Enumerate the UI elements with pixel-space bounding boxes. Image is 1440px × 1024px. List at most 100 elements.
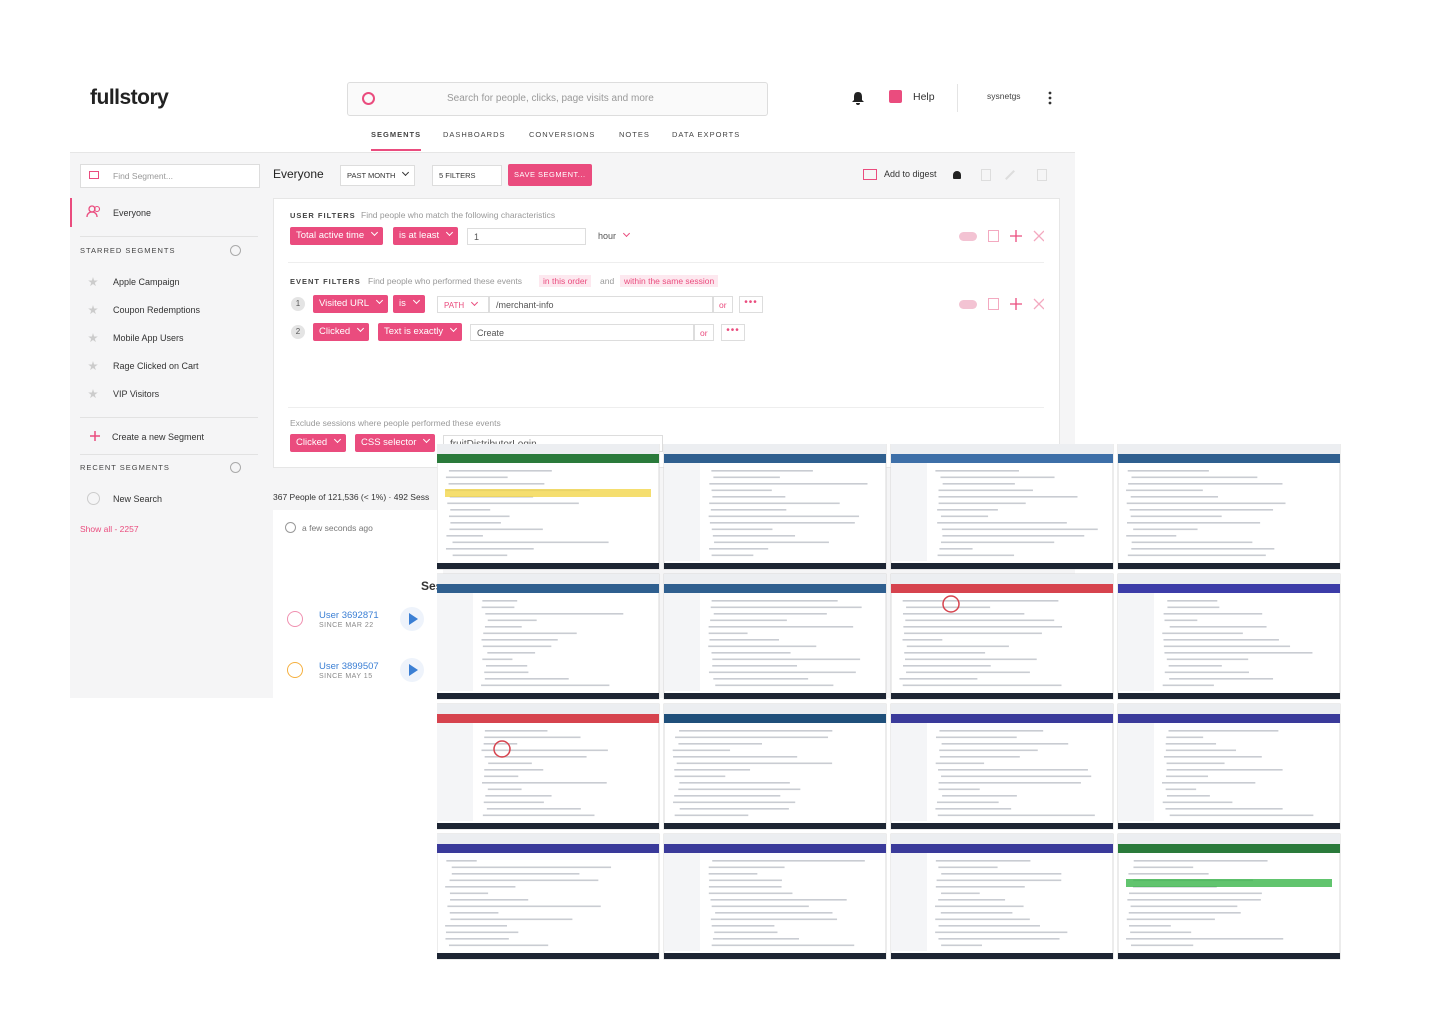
nav-tab[interactable]: DASHBOARDS bbox=[443, 130, 506, 139]
chevron bbox=[402, 168, 410, 177]
menu-icon[interactable] bbox=[1048, 91, 1052, 105]
segment-item[interactable]: Mobile App Users bbox=[113, 333, 184, 343]
more-button[interactable]: ••• bbox=[721, 324, 745, 341]
event-dropdown[interactable]: Visited URL bbox=[313, 295, 388, 313]
content-line bbox=[481, 606, 515, 609]
content-line bbox=[708, 671, 856, 674]
session-count: 492 Sess bbox=[393, 492, 430, 502]
field-dropdown[interactable]: Total active time bbox=[290, 227, 384, 245]
content-line bbox=[484, 730, 548, 732]
alert-icon bbox=[942, 595, 960, 613]
section-title: RECENT SEGMENTS bbox=[80, 463, 170, 472]
filter-title: EVENT FILTERS bbox=[290, 277, 361, 286]
duplicate-icon[interactable] bbox=[988, 298, 999, 310]
nav-tab[interactable]: DATA EXPORTS bbox=[672, 130, 741, 139]
segment-item[interactable]: Coupon Redemptions bbox=[113, 305, 201, 315]
segment-item[interactable]: Everyone bbox=[113, 208, 152, 218]
logo[interactable]: fullstory bbox=[90, 86, 169, 109]
toggle-switch[interactable] bbox=[959, 232, 977, 241]
add-remove-icons[interactable] bbox=[1010, 298, 1044, 310]
screenshot-thumbnail bbox=[1117, 833, 1341, 960]
operator-label: is bbox=[399, 298, 406, 309]
event-label: Visited URL bbox=[319, 298, 369, 309]
alert-icon bbox=[493, 740, 511, 758]
content-line bbox=[905, 619, 1055, 622]
value-input[interactable]: /merchant-info bbox=[489, 296, 713, 313]
content-line bbox=[936, 801, 999, 804]
value-input[interactable]: 1 bbox=[467, 228, 586, 245]
taskbar bbox=[664, 823, 886, 829]
create-segment-link[interactable]: Create a new Segment bbox=[112, 432, 205, 442]
content-line bbox=[1165, 743, 1217, 745]
help-icon bbox=[889, 90, 902, 103]
content-line bbox=[1131, 541, 1253, 544]
content-line bbox=[673, 801, 796, 804]
content-line bbox=[484, 756, 587, 758]
or-button[interactable]: or bbox=[713, 296, 733, 313]
segment-item[interactable]: Apple Campaign bbox=[113, 277, 180, 287]
value-input[interactable]: Create bbox=[470, 324, 694, 341]
operator-dropdown[interactable]: is bbox=[393, 295, 425, 313]
filters-toggle[interactable]: 5 FILTERS bbox=[432, 165, 502, 186]
bell-icon[interactable] bbox=[851, 91, 865, 105]
content-line bbox=[1127, 554, 1266, 557]
help-link[interactable]: Help bbox=[913, 91, 935, 103]
content-line bbox=[1169, 814, 1314, 817]
browser-chrome bbox=[891, 444, 1113, 454]
content-line bbox=[1130, 931, 1192, 934]
save-segment-button[interactable]: SAVE SEGMENT... bbox=[508, 164, 592, 186]
content-line bbox=[1127, 899, 1261, 901]
content-line bbox=[450, 509, 491, 511]
content-line bbox=[937, 522, 1067, 524]
qualifier-dropdown[interactable]: PATH bbox=[437, 296, 489, 313]
show-all-link[interactable]: Show all - 2257 bbox=[80, 524, 139, 534]
content-line bbox=[445, 938, 509, 940]
add-to-digest-button[interactable]: Add to digest bbox=[884, 169, 937, 179]
content-line bbox=[712, 535, 796, 537]
content-line bbox=[711, 554, 754, 557]
content-line bbox=[935, 762, 985, 765]
play-button[interactable] bbox=[400, 658, 424, 682]
toggle-switch[interactable] bbox=[959, 300, 977, 309]
content-line bbox=[485, 613, 624, 615]
segment-item[interactable]: Rage Clicked on Cart bbox=[113, 361, 199, 371]
content-line bbox=[488, 762, 532, 765]
find-segment-input[interactable]: Find Segment... bbox=[80, 164, 260, 188]
user-name[interactable]: sysnetgs bbox=[987, 91, 1021, 101]
operator-dropdown[interactable]: is at least bbox=[393, 227, 459, 245]
content-line bbox=[448, 515, 510, 518]
event-dropdown[interactable]: Clicked bbox=[313, 323, 370, 341]
copy-icon[interactable] bbox=[981, 169, 991, 181]
event-dropdown[interactable]: Clicked bbox=[290, 434, 347, 452]
search-box[interactable]: Search for people, clicks, page visits a… bbox=[347, 82, 768, 116]
operator-dropdown[interactable]: CSS selector bbox=[355, 434, 436, 452]
content-line bbox=[482, 782, 607, 784]
user-name[interactable]: User 3692871 bbox=[319, 610, 379, 621]
nav-tab[interactable]: SEGMENTS bbox=[371, 130, 422, 139]
content-line bbox=[674, 769, 751, 771]
nav-tab[interactable]: NOTES bbox=[619, 130, 650, 139]
content-line bbox=[446, 535, 483, 537]
chevron bbox=[371, 228, 379, 237]
duplicate-icon[interactable] bbox=[988, 230, 999, 242]
notify-icon[interactable] bbox=[953, 171, 961, 179]
play-button[interactable] bbox=[400, 607, 424, 631]
unit-dropdown[interactable]: hour bbox=[592, 228, 640, 245]
nav-tab[interactable]: CONVERSIONS bbox=[529, 130, 596, 139]
app-header bbox=[437, 454, 659, 463]
delete-icon[interactable] bbox=[1037, 169, 1047, 181]
order-toggle[interactable]: in this order bbox=[539, 275, 592, 287]
segment-item[interactable]: VIP Visitors bbox=[113, 389, 160, 399]
period-dropdown[interactable]: PAST MONTH bbox=[340, 165, 416, 186]
session-toggle[interactable]: within the same session bbox=[620, 275, 719, 287]
or-button[interactable]: or bbox=[694, 324, 714, 341]
add-remove-icons[interactable] bbox=[1010, 230, 1044, 242]
user-name[interactable]: User 3899507 bbox=[319, 661, 379, 672]
chevron bbox=[471, 298, 479, 307]
content-line bbox=[1131, 548, 1275, 550]
segment-item[interactable]: New Search bbox=[113, 494, 163, 504]
operator-dropdown[interactable]: Text is exactly bbox=[378, 323, 463, 341]
more-button[interactable]: ••• bbox=[739, 296, 763, 313]
taskbar bbox=[891, 823, 1113, 829]
content-line bbox=[937, 554, 1015, 557]
